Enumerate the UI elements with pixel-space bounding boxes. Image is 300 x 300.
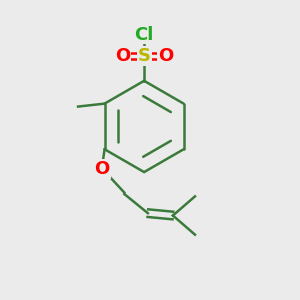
Text: Cl: Cl bbox=[134, 26, 154, 44]
Text: O: O bbox=[94, 160, 110, 178]
Text: O: O bbox=[115, 47, 130, 65]
Text: O: O bbox=[158, 47, 173, 65]
Text: S: S bbox=[138, 47, 151, 65]
